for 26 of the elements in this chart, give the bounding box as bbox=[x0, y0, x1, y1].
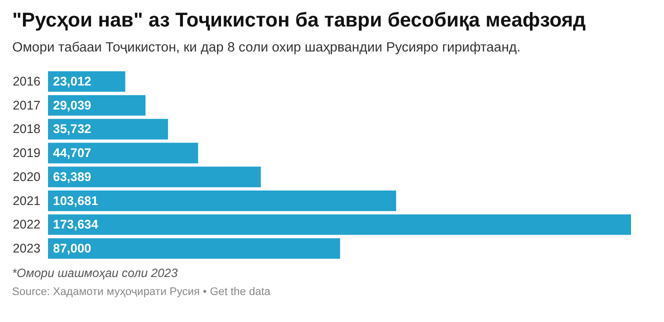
bar bbox=[48, 238, 340, 259]
data-label: 173,634 bbox=[53, 218, 98, 232]
data-label: 35,732 bbox=[53, 122, 92, 136]
chart-subtitle: Омори табааи Тоҷикистон, ки дар 8 соли охир шаҳрвандии Русияро гирифтаанд. bbox=[12, 40, 521, 54]
source-note: Source: Хадамоти муҳоҷирати Русия • Get the data bbox=[12, 286, 272, 298]
bar bbox=[48, 190, 396, 212]
bar bbox=[48, 166, 261, 188]
data-label: 103,681 bbox=[53, 194, 98, 208]
y-tick-label: 2023 bbox=[12, 242, 41, 256]
y-tick-label: 2022 bbox=[12, 218, 41, 232]
y-tick-label: 2019 bbox=[12, 146, 41, 160]
y-tick-label: 2021 bbox=[12, 194, 41, 208]
y-tick-label: 2018 bbox=[12, 122, 41, 136]
data-label: 44,707 bbox=[53, 146, 92, 160]
bar bbox=[48, 214, 631, 235]
data-label: 23,012 bbox=[53, 74, 92, 88]
bar bbox=[48, 118, 168, 140]
chart-title: "Русҳои нав" аз Тоҷикистон ба таври бесобиқа меафзояд bbox=[12, 10, 586, 32]
data-label: 29,039 bbox=[53, 98, 92, 112]
data-label: 63,389 bbox=[53, 170, 92, 184]
y-tick-label: 2016 bbox=[12, 74, 41, 88]
bar bbox=[48, 142, 198, 164]
data-label: 87,000 bbox=[53, 242, 92, 256]
y-tick-label: 2017 bbox=[12, 98, 41, 112]
y-tick-label: 2020 bbox=[12, 170, 41, 184]
text: *Омори шашмоҳаи соли 2023 bbox=[12, 266, 179, 280]
